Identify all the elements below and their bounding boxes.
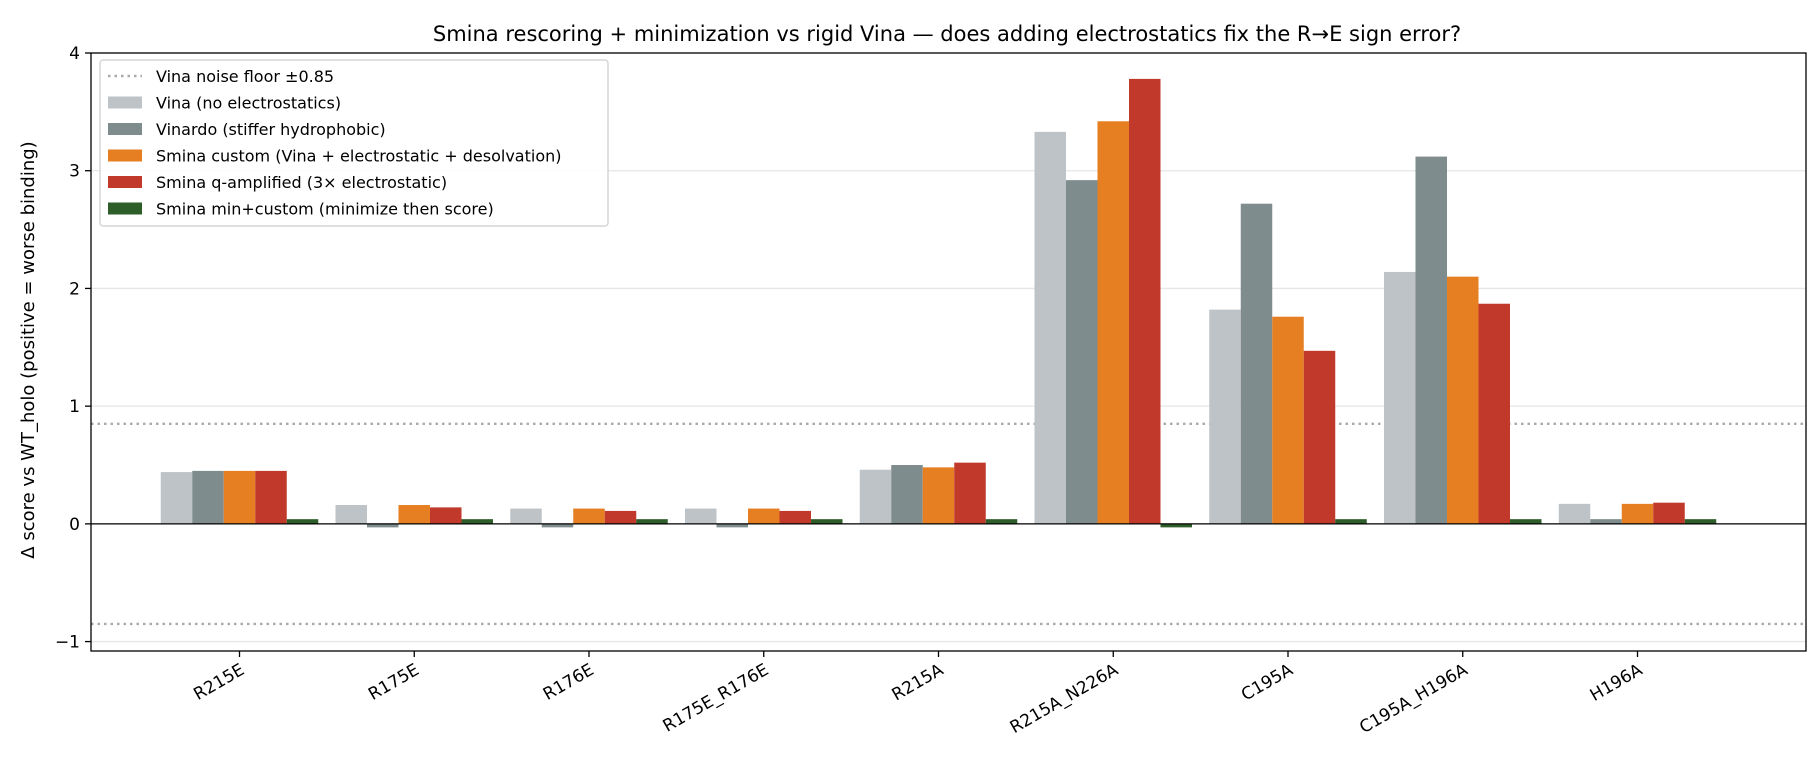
bar bbox=[1590, 519, 1622, 524]
x-tick-label: R215A bbox=[889, 660, 948, 705]
bar bbox=[430, 507, 462, 524]
bar bbox=[160, 472, 193, 524]
bar bbox=[716, 523, 748, 528]
bar bbox=[1478, 303, 1510, 524]
bar bbox=[1415, 156, 1447, 524]
bar bbox=[541, 523, 574, 528]
chart-title: Smina rescoring + minimization vs rigid … bbox=[433, 22, 1461, 46]
bar bbox=[223, 470, 256, 524]
y-tick-label: 3 bbox=[69, 162, 80, 182]
bar bbox=[1209, 309, 1241, 524]
bar bbox=[398, 505, 430, 524]
y-axis-label: Δ score vs WT_holo (positive = worse bin… bbox=[18, 141, 39, 558]
bar bbox=[1129, 78, 1161, 524]
bar bbox=[1272, 316, 1304, 524]
bar bbox=[1621, 503, 1654, 524]
bar bbox=[922, 467, 955, 524]
x-tick-label: R215A_N226A bbox=[1007, 660, 1122, 738]
bar bbox=[1303, 350, 1336, 524]
bar bbox=[1684, 519, 1717, 524]
bar bbox=[1384, 271, 1416, 524]
y-tick-label: 4 bbox=[69, 44, 80, 64]
bar bbox=[461, 519, 493, 524]
plot-frame bbox=[90, 52, 1807, 652]
bar bbox=[1034, 131, 1066, 524]
legend-box bbox=[99, 59, 609, 227]
x-tick-label: R215E bbox=[190, 660, 248, 705]
legend-swatch bbox=[108, 202, 142, 215]
bar bbox=[367, 523, 399, 528]
bar bbox=[1558, 503, 1591, 524]
bar bbox=[604, 510, 637, 524]
bar bbox=[1447, 276, 1479, 524]
bar bbox=[811, 519, 843, 524]
legend-label: Smina min+custom (minimize then score) bbox=[156, 200, 494, 219]
bar bbox=[985, 519, 1018, 524]
bar bbox=[748, 508, 780, 524]
bar bbox=[335, 505, 367, 524]
x-tick-label: C195A_H196A bbox=[1356, 660, 1471, 738]
bar bbox=[1160, 523, 1192, 528]
legend-label: Vina (no electrostatics) bbox=[156, 94, 341, 113]
legend-label: Vina noise floor ±0.85 bbox=[156, 67, 334, 86]
bar bbox=[1653, 502, 1685, 524]
legend-label: Smina custom (Vina + electrostatic + des… bbox=[156, 147, 562, 166]
bar bbox=[891, 465, 923, 524]
legend-swatch bbox=[108, 123, 142, 135]
bar bbox=[510, 508, 542, 524]
bar bbox=[255, 470, 287, 524]
legend: Vina noise floor ±0.85 Vina (no electrost… bbox=[99, 59, 609, 227]
bar bbox=[1335, 519, 1367, 524]
x-tick-label: R176E bbox=[540, 660, 598, 705]
bar bbox=[779, 510, 811, 524]
y-tick-label: 2 bbox=[69, 279, 80, 299]
bar bbox=[954, 462, 986, 524]
x-tick-label: R175E bbox=[365, 660, 423, 705]
bars bbox=[160, 78, 1717, 528]
y-tick-label: 0 bbox=[69, 515, 80, 535]
bar bbox=[1066, 180, 1098, 524]
bar bbox=[636, 519, 668, 524]
x-tick-label: H196A bbox=[1587, 660, 1647, 706]
bar bbox=[286, 519, 319, 524]
legend-label: Vinardo (stiffer hydrophobic) bbox=[156, 120, 386, 139]
legend-swatch bbox=[108, 96, 142, 109]
bar bbox=[1240, 203, 1273, 524]
x-tick-label: R175E_R176E bbox=[660, 660, 773, 737]
x-tick-label: C195A bbox=[1238, 660, 1297, 705]
legend-swatch bbox=[108, 149, 142, 162]
legend-swatch bbox=[108, 176, 142, 188]
y-tick-label: 1 bbox=[69, 397, 80, 417]
bar bbox=[1097, 121, 1129, 524]
bar bbox=[573, 508, 605, 524]
bar bbox=[192, 470, 224, 524]
bar bbox=[1510, 519, 1542, 524]
bar bbox=[685, 508, 717, 524]
y-tick-label: −1 bbox=[55, 633, 80, 653]
bar bbox=[859, 469, 892, 524]
legend-label: Smina q-amplified (3× electrostatic) bbox=[156, 173, 447, 192]
